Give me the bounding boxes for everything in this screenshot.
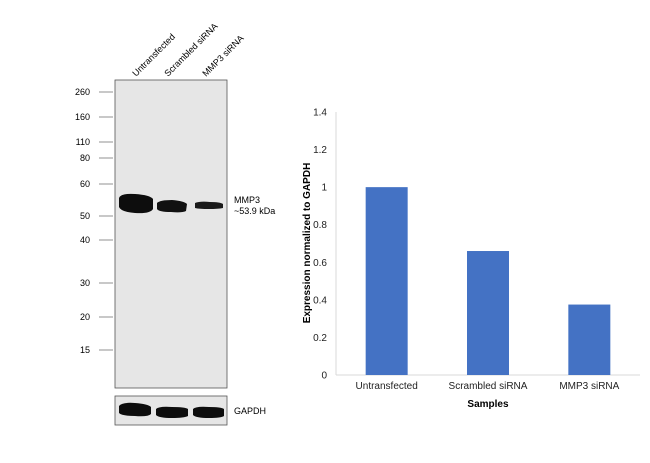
marker-label: 260: [75, 87, 90, 97]
y-tick-label: 0.4: [313, 295, 327, 306]
marker-label: 30: [80, 278, 90, 288]
x-tick-label: Scrambled siRNA: [449, 381, 528, 392]
marker-labels: 260 160 110 80 60 50 40 30 20 15: [75, 87, 90, 355]
y-tick-label: 1.4: [313, 108, 327, 119]
marker-label: 60: [80, 179, 90, 189]
bar-scrambled-sirna: [467, 251, 509, 375]
gapdh-band-scrambled: [156, 406, 188, 418]
y-tick-label: 0.8: [313, 220, 327, 231]
band-scrambled: [157, 200, 187, 213]
bar-mmp3-sirna: [568, 304, 611, 375]
bars: [365, 187, 611, 375]
western-blot: Untransfected Scrambled siRNA MMP3 siRNA: [75, 21, 275, 426]
blot-membrane: [114, 79, 228, 389]
y-tick-label: 0.2: [313, 333, 327, 344]
marker-ticks: [99, 91, 113, 351]
y-tick-label: 1: [321, 183, 327, 194]
band-untransfected: [119, 193, 153, 214]
bar-chart: 0 0.2 0.4 0.6 0.8 1 1.2 1.4 Untransfected Scramb…: [302, 108, 640, 410]
marker-label: 110: [76, 137, 90, 147]
y-tick-label: 0.6: [313, 258, 327, 269]
band-label-size: ~53.9 kDa: [234, 206, 275, 216]
marker-label: 50: [80, 211, 90, 221]
band-label-name: MMP3: [234, 195, 260, 205]
y-tick-label: 0: [321, 371, 327, 382]
x-tick-labels: Untransfected Scrambled siRNA MMP3 siRNA: [356, 381, 620, 392]
mmp3-bands: [119, 193, 223, 214]
gapdh-band-mmp3-sirna: [193, 406, 224, 418]
gapdh-band-untransfected: [119, 402, 151, 417]
marker-label: 40: [80, 235, 90, 245]
marker-label: 20: [80, 312, 90, 322]
marker-label: 160: [75, 112, 90, 122]
y-tick-label: 1.2: [313, 145, 327, 156]
gapdh-label: GAPDH: [234, 406, 266, 416]
y-axis-title: Expression normalized to GAPDH: [302, 163, 313, 324]
x-axis-title: Samples: [467, 399, 509, 410]
band-mmp3-sirna: [195, 201, 223, 209]
y-tick-labels: 0 0.2 0.4 0.6 0.8 1 1.2 1.4: [313, 108, 327, 382]
marker-label: 80: [80, 153, 90, 163]
x-tick-label: MMP3 siRNA: [559, 381, 619, 392]
x-tick-label: Untransfected: [356, 381, 418, 392]
marker-label: 15: [80, 345, 90, 355]
bar-untransfected: [365, 187, 408, 375]
